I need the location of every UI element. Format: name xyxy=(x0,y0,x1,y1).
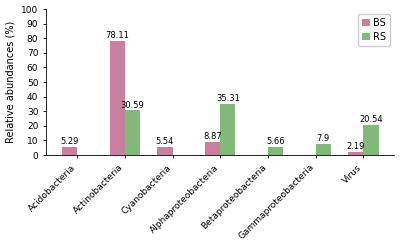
Text: 35.31: 35.31 xyxy=(216,94,240,103)
Text: 5.66: 5.66 xyxy=(266,137,285,146)
Text: 2.19: 2.19 xyxy=(346,142,365,151)
Bar xyxy=(316,144,331,155)
Bar xyxy=(268,147,283,155)
Text: 8.87: 8.87 xyxy=(203,132,222,141)
Text: 5.54: 5.54 xyxy=(156,137,174,146)
Bar xyxy=(157,147,172,155)
Text: 7.9: 7.9 xyxy=(317,134,330,143)
Text: 20.54: 20.54 xyxy=(359,115,383,124)
Bar xyxy=(220,103,236,155)
Bar xyxy=(205,142,220,155)
Bar xyxy=(125,110,140,155)
Text: 5.29: 5.29 xyxy=(60,137,79,146)
Text: 30.59: 30.59 xyxy=(120,101,144,109)
Legend: BS, RS: BS, RS xyxy=(358,14,390,46)
Bar xyxy=(348,152,363,155)
Bar xyxy=(363,125,379,155)
Bar xyxy=(62,147,77,155)
Text: 78.11: 78.11 xyxy=(105,31,129,40)
Bar xyxy=(110,41,125,155)
Y-axis label: Relative abundances (%): Relative abundances (%) xyxy=(6,21,16,143)
